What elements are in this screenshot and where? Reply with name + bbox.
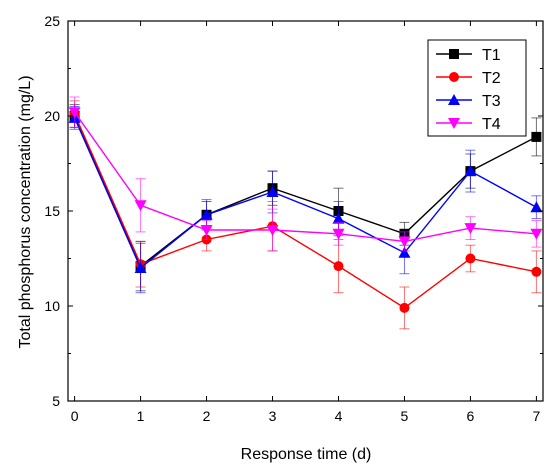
- y-tick-label: 25: [44, 13, 60, 29]
- y-tick-label: 15: [44, 203, 60, 219]
- data-point: [332, 212, 345, 224]
- legend-marker: [449, 49, 459, 59]
- series-line: [73, 113, 537, 309]
- x-tick-label: 2: [203, 408, 211, 424]
- legend-label: T3: [482, 93, 501, 110]
- data-point: [266, 225, 279, 236]
- data-point: [530, 228, 543, 240]
- legend-box: [427, 39, 527, 137]
- series-line: [74, 111, 537, 243]
- legend-label: T4: [482, 116, 501, 133]
- data-point: [531, 266, 542, 277]
- x-tick-label: 3: [269, 408, 277, 424]
- x-tick-label: 6: [467, 408, 475, 424]
- y-tick-label: 5: [52, 393, 60, 409]
- data-point: [68, 107, 81, 119]
- x-tick-label: 1: [137, 408, 145, 424]
- data-point: [464, 223, 477, 235]
- data-point: [266, 186, 279, 197]
- legend-label: T1: [482, 47, 501, 64]
- data-point: [200, 208, 213, 220]
- data-point: [332, 228, 345, 240]
- data-point: [398, 246, 411, 258]
- data-point: [398, 236, 411, 248]
- data-point: [134, 262, 147, 273]
- x-tick-label: 0: [71, 408, 79, 424]
- series-line: [73, 115, 537, 268]
- y-axis-title: Total phosphorus concentration (mg/L): [17, 75, 34, 348]
- data-point: [464, 165, 477, 177]
- data-point: [134, 200, 147, 212]
- legend: T1 T2 T3 T4: [427, 39, 527, 137]
- data-point: [531, 131, 542, 142]
- x-tick-label: 4: [335, 408, 343, 424]
- series-line: [73, 117, 537, 270]
- legend-label: T2: [482, 70, 501, 87]
- x-tick-label: 7: [533, 408, 541, 424]
- y-tick-label: 10: [44, 298, 60, 314]
- series-layer: [68, 96, 543, 330]
- legend-marker: [448, 94, 460, 105]
- x-tick-label: 5: [401, 408, 409, 424]
- data-point: [465, 253, 476, 264]
- data-point: [200, 225, 213, 236]
- axes: 0 1 2 3 4 5 6 7 5 10 15 20 25: [44, 13, 543, 424]
- data-point: [530, 201, 543, 213]
- legend-marker: [449, 72, 459, 82]
- data-point: [333, 261, 344, 272]
- y-tick-label: 20: [44, 108, 60, 124]
- series-t4: [68, 96, 543, 252]
- x-axis-title: Response time (d): [241, 446, 372, 463]
- data-point: [399, 302, 410, 313]
- legend-marker: [448, 118, 460, 129]
